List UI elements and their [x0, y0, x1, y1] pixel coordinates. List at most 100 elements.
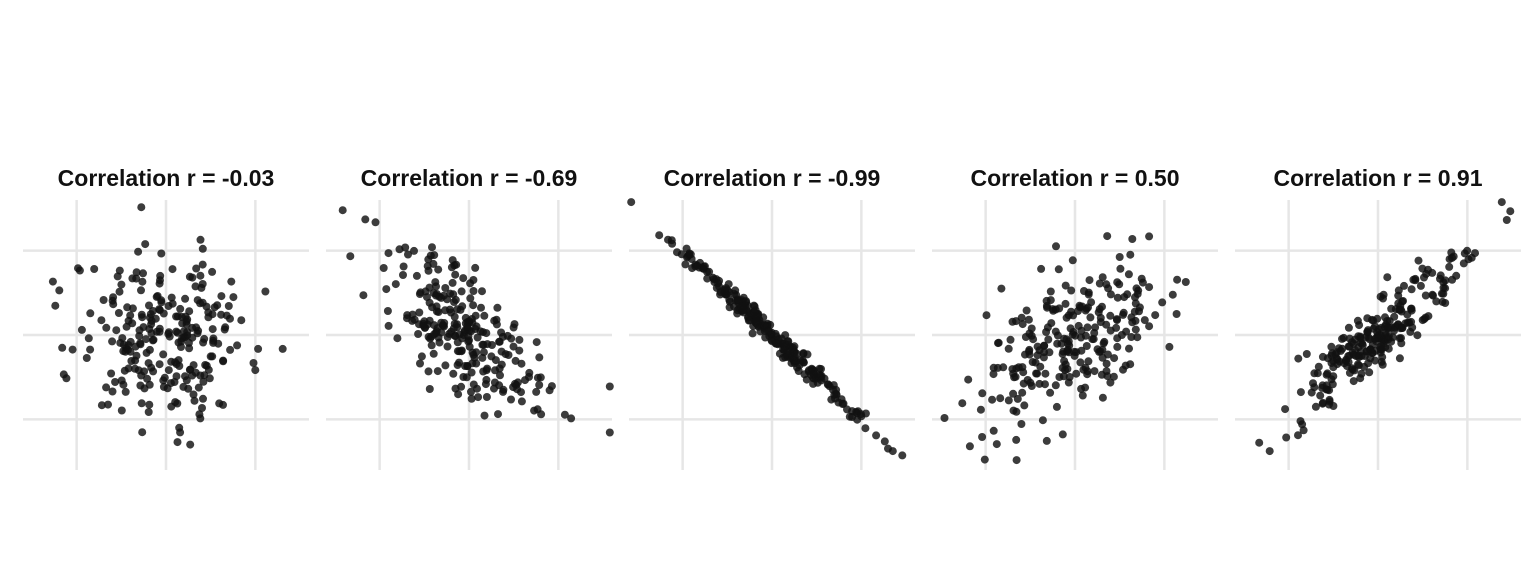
scatter-point — [107, 369, 116, 378]
scatter-point — [165, 332, 174, 341]
scatter-point — [1131, 325, 1140, 334]
scatter-point — [200, 334, 209, 343]
scatter-point — [188, 333, 197, 342]
scatter-point — [494, 410, 502, 419]
scatter-point — [681, 260, 690, 269]
scatter-point — [371, 218, 380, 227]
scatter-point — [1046, 388, 1055, 397]
scatter-point — [179, 382, 188, 391]
scatter-point — [1083, 370, 1092, 379]
scatter-point — [861, 424, 870, 433]
scatter-point — [219, 357, 228, 366]
scatter-point — [445, 329, 454, 338]
scatter-point — [1018, 388, 1027, 397]
scatter-point — [473, 333, 482, 342]
scatter-point — [1325, 395, 1334, 404]
scatter-point — [1061, 299, 1070, 308]
scatter-point — [168, 299, 177, 308]
scatter-point — [567, 414, 576, 423]
scatter-point — [190, 396, 199, 405]
scatter-point — [763, 327, 772, 336]
scatter-point — [832, 385, 841, 394]
scatter-point — [677, 250, 686, 259]
scatter-point — [55, 286, 64, 295]
scatter-point — [1043, 323, 1052, 332]
scatter-point — [1132, 284, 1141, 293]
scatter-point — [192, 323, 201, 332]
scatter-point — [450, 298, 458, 306]
scatter-point — [1411, 276, 1420, 285]
scatter-point — [198, 404, 206, 412]
scatter-point — [1042, 436, 1051, 445]
scatter-point — [838, 400, 847, 408]
scatter-point — [965, 442, 974, 451]
scatter-point — [1344, 323, 1353, 332]
panel-title: Correlation r = 0.91 — [1274, 165, 1483, 191]
scatter-point — [1103, 372, 1112, 381]
scatter-point — [261, 287, 270, 296]
scatter-point — [1322, 381, 1331, 390]
scatter-point — [434, 265, 443, 274]
scatter-point — [434, 308, 443, 316]
scatter-point — [1068, 256, 1077, 265]
scatter-point — [1082, 342, 1091, 350]
scatter-point — [359, 291, 368, 300]
scatter-point — [278, 344, 287, 353]
scatter-point — [980, 455, 989, 464]
scatter-panel-3: Correlation r = -0.99 — [627, 165, 915, 470]
scatter-point — [482, 329, 491, 338]
scatter-point — [1432, 297, 1441, 306]
scatter-point — [1385, 317, 1394, 326]
scatter-point — [425, 283, 434, 292]
scatter-point — [113, 272, 122, 281]
scatter-point — [1356, 374, 1365, 383]
scatter-point — [1068, 330, 1077, 339]
scatter-point — [459, 274, 468, 283]
scatter-point — [1327, 342, 1336, 351]
scatter-point — [1113, 316, 1121, 325]
scatter-point — [1371, 334, 1380, 343]
scatter-point — [982, 311, 991, 320]
scatter-point — [1062, 313, 1071, 322]
scatter-point — [1407, 304, 1416, 313]
scatter-point — [471, 311, 480, 320]
scatter-point — [1294, 431, 1302, 440]
scatter-point — [515, 335, 524, 344]
scatter-point — [1025, 347, 1033, 356]
scatter-point — [1106, 311, 1115, 320]
scatter-point — [156, 276, 164, 285]
scatter-point — [474, 393, 483, 402]
scatter-point — [1145, 322, 1154, 331]
scatter-point — [233, 341, 242, 350]
scatter-point — [1113, 342, 1122, 351]
scatter-point — [1329, 402, 1338, 410]
scatter-point — [1349, 377, 1358, 386]
scatter-panel-4: Correlation r = 0.50 — [932, 165, 1218, 470]
scatter-point — [217, 292, 226, 301]
scatter-point — [1506, 207, 1515, 216]
scatter-point — [160, 373, 169, 382]
scatter-point — [497, 328, 506, 337]
scatter-point — [441, 284, 450, 292]
scatter-point — [159, 309, 168, 318]
scatter-point — [132, 351, 141, 360]
scatter-point — [1436, 271, 1445, 280]
scatter-point — [1035, 379, 1044, 388]
scatter-point — [429, 349, 438, 358]
scatter-point — [412, 271, 421, 280]
scatter-point — [124, 341, 133, 349]
scatter-point — [1322, 370, 1331, 379]
scatter-point — [1387, 304, 1396, 313]
scatter-point — [196, 235, 205, 244]
scatter-point — [1463, 246, 1472, 255]
scatter-point — [440, 319, 449, 327]
scatter-point — [999, 363, 1008, 372]
scatter-point — [453, 338, 462, 347]
scatter-point — [1314, 362, 1323, 371]
scatter-point — [443, 342, 452, 351]
scatter-point — [1138, 278, 1147, 287]
scatter-point — [1020, 401, 1029, 410]
scatter-point — [142, 335, 150, 344]
scatter-point — [1044, 335, 1053, 344]
scatter-point — [510, 320, 519, 329]
